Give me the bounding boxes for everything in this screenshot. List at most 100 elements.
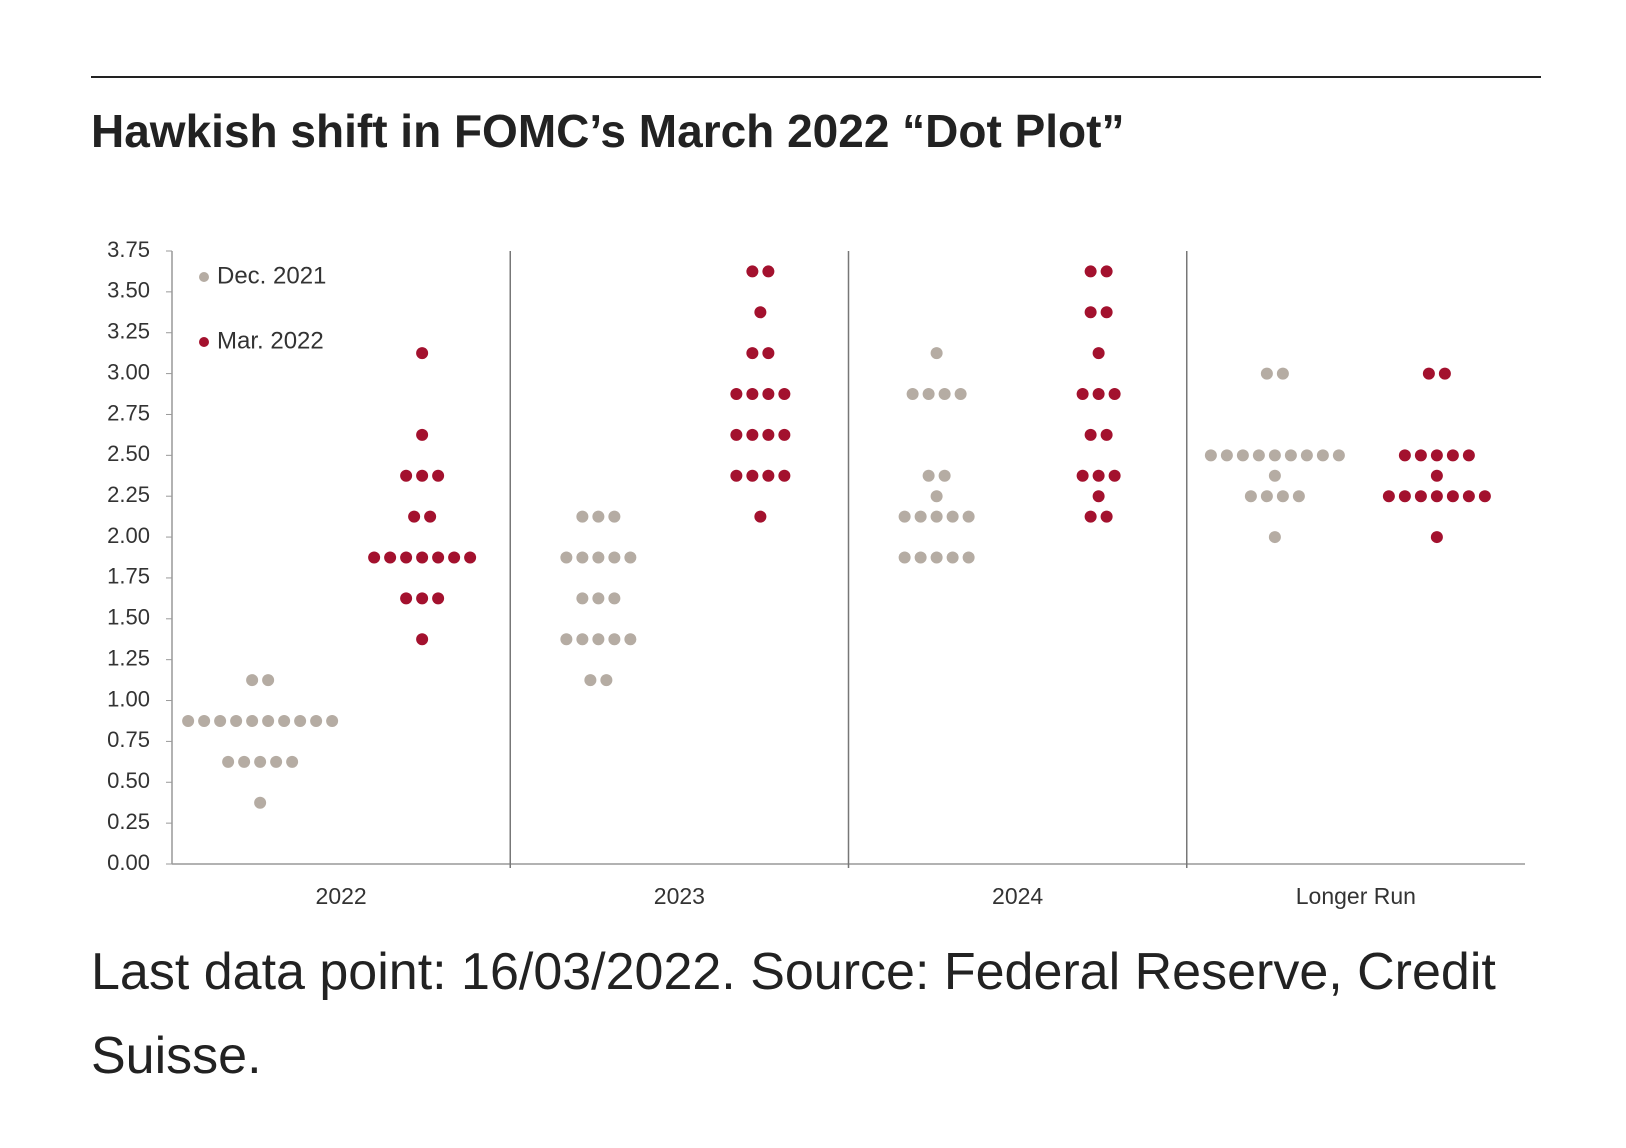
dot <box>730 388 743 401</box>
dot <box>746 388 759 401</box>
dot <box>1268 531 1281 544</box>
dot <box>754 306 767 319</box>
dot <box>1244 490 1257 503</box>
dot <box>286 755 299 768</box>
dot <box>326 714 339 727</box>
dot <box>730 469 743 482</box>
dot <box>1092 469 1105 482</box>
x-tick-label: 2023 <box>654 883 705 909</box>
dot <box>608 592 621 605</box>
dot <box>182 714 195 727</box>
dot <box>1092 490 1105 503</box>
dot <box>222 755 235 768</box>
dot <box>922 469 935 482</box>
dot <box>1276 490 1289 503</box>
x-tick-label: 2024 <box>992 883 1043 909</box>
dot <box>762 347 775 360</box>
y-tick-label: 3.75 <box>107 237 150 262</box>
dot <box>1414 490 1427 503</box>
dot <box>1382 490 1395 503</box>
dot <box>1108 388 1121 401</box>
y-tick-label: 1.00 <box>107 686 150 711</box>
dot <box>416 428 429 441</box>
dot <box>930 347 943 360</box>
y-tick-label: 0.75 <box>107 727 150 752</box>
dot <box>400 592 413 605</box>
dot <box>762 265 775 278</box>
y-tick-label: 2.75 <box>107 400 150 425</box>
y-tick-label: 1.75 <box>107 564 150 589</box>
dot <box>1446 449 1459 462</box>
dot <box>746 265 759 278</box>
dot <box>1462 449 1475 462</box>
dot <box>262 714 275 727</box>
dot <box>1252 449 1265 462</box>
dot <box>1398 490 1411 503</box>
dot <box>1084 510 1097 523</box>
dot <box>262 674 275 687</box>
dot <box>1332 449 1345 462</box>
x-tick-label: 2022 <box>316 883 367 909</box>
dot <box>1430 490 1443 503</box>
dot <box>400 551 413 564</box>
dot <box>294 714 307 727</box>
dot <box>416 469 429 482</box>
dot <box>592 551 605 564</box>
dot <box>448 551 461 564</box>
dot <box>278 714 291 727</box>
dot <box>762 469 775 482</box>
dot <box>922 388 935 401</box>
dot <box>778 469 791 482</box>
dot <box>1268 469 1281 482</box>
dot <box>416 633 429 646</box>
y-tick-label: 3.25 <box>107 319 150 344</box>
y-tick-label: 3.00 <box>107 359 150 384</box>
dot <box>432 551 445 564</box>
dot <box>1422 367 1435 380</box>
dot <box>624 633 637 646</box>
dot <box>754 510 767 523</box>
dot <box>730 428 743 441</box>
dot <box>1462 490 1475 503</box>
dot <box>938 388 951 401</box>
dot <box>938 469 951 482</box>
dot <box>1430 531 1443 544</box>
dot <box>778 428 791 441</box>
y-tick-label: 1.50 <box>107 605 150 630</box>
dot <box>1100 428 1113 441</box>
dot <box>746 469 759 482</box>
dot <box>1092 347 1105 360</box>
dot <box>1478 490 1491 503</box>
legend-marker <box>199 272 209 282</box>
dot <box>1260 490 1273 503</box>
dot <box>778 388 791 401</box>
dot <box>898 551 911 564</box>
dot <box>1430 449 1443 462</box>
x-tick-label: Longer Run <box>1296 883 1416 909</box>
dot <box>584 674 597 687</box>
dot <box>930 490 943 503</box>
dot <box>930 551 943 564</box>
footnote: Last data point: 16/03/2022. Source: Fed… <box>91 943 1496 1085</box>
dot <box>1236 449 1249 462</box>
legend-label: Mar. 2022 <box>217 327 324 354</box>
y-tick-label: 0.25 <box>107 809 150 834</box>
dot <box>1076 388 1089 401</box>
dot <box>746 347 759 360</box>
dot <box>1414 449 1427 462</box>
dot <box>246 714 259 727</box>
dot <box>1220 449 1233 462</box>
dot <box>906 388 919 401</box>
dot <box>592 510 605 523</box>
dot <box>464 551 477 564</box>
y-tick-label: 0.50 <box>107 768 150 793</box>
dot <box>424 510 437 523</box>
dot <box>898 510 911 523</box>
dot <box>1108 469 1121 482</box>
dot <box>1100 265 1113 278</box>
y-tick-label: 0.00 <box>107 850 150 875</box>
dot <box>432 469 445 482</box>
y-tick-label: 2.00 <box>107 523 150 548</box>
dot <box>230 714 243 727</box>
